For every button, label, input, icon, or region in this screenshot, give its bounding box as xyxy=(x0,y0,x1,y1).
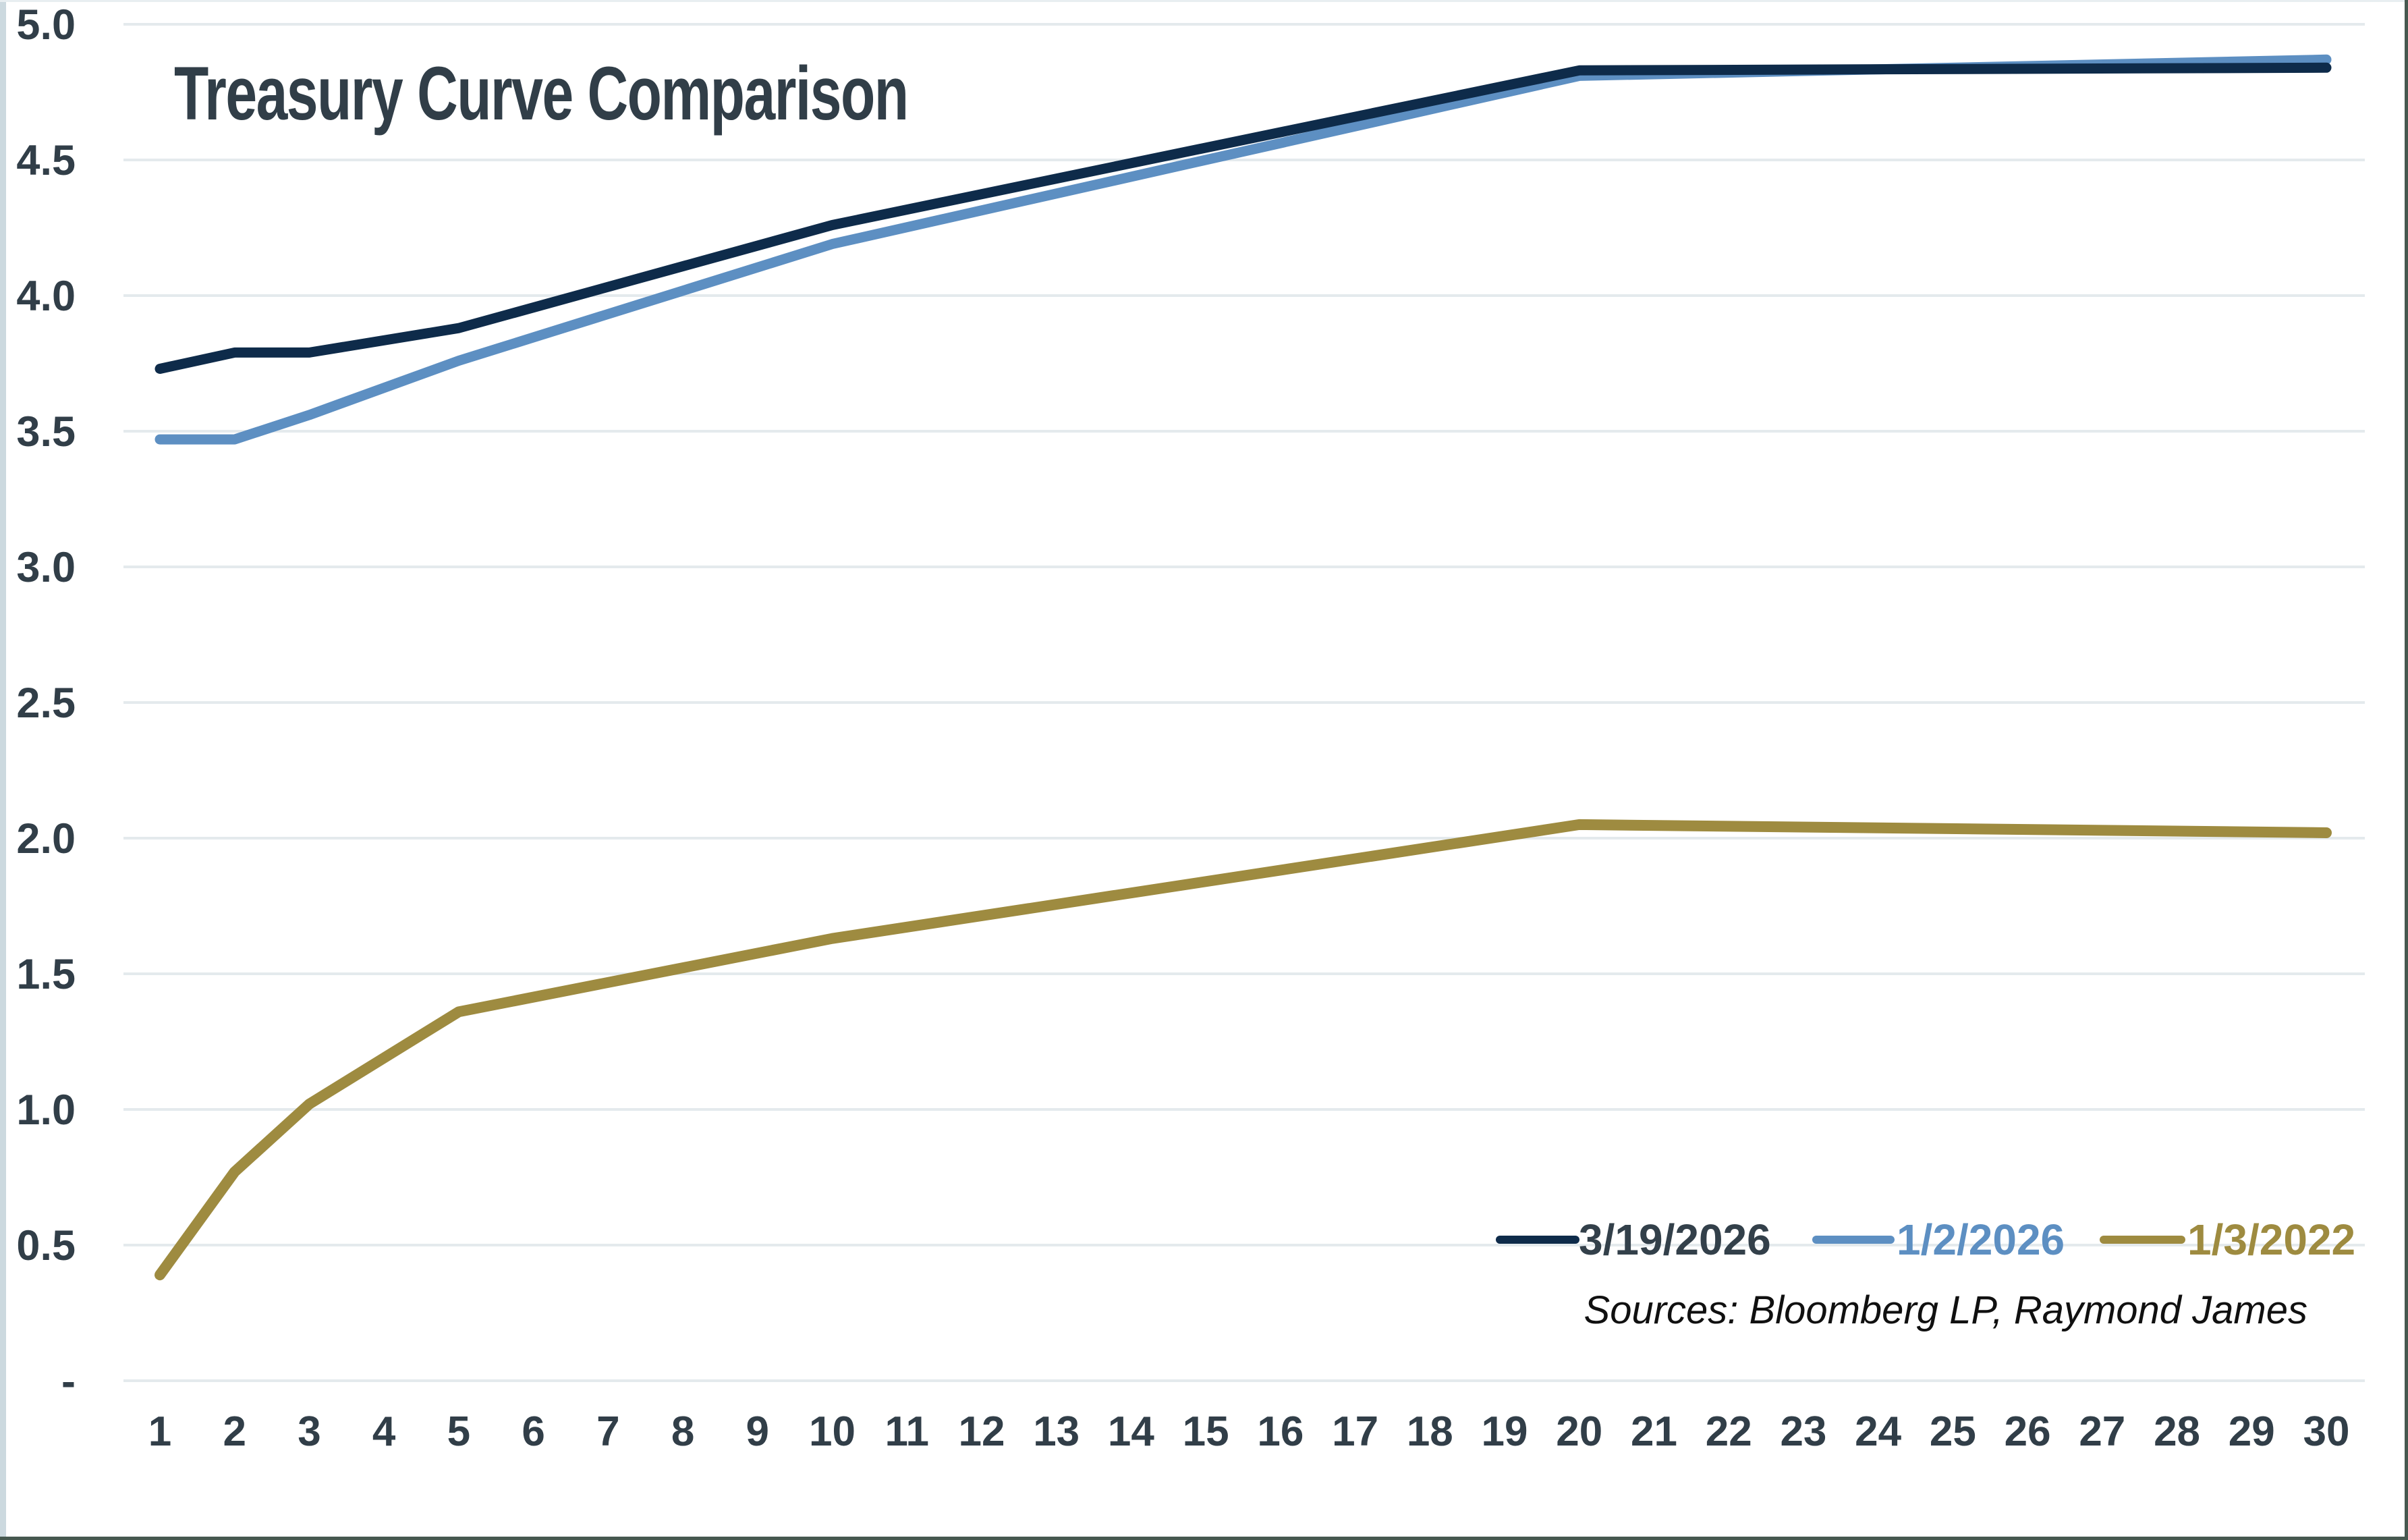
source-note: Sources: Bloomberg LP, Raymond James xyxy=(1584,1288,2307,1332)
y-tick-label-1.0: 1.0 xyxy=(16,1087,76,1134)
y-tick-label-2.0: 2.0 xyxy=(16,815,76,862)
x-tick-label-10: 10 xyxy=(809,1408,856,1455)
x-tick-label-20: 20 xyxy=(1556,1408,1602,1455)
x-tick-label-6: 6 xyxy=(522,1408,544,1455)
legend-label-1-3-2022: 1/3/2022 xyxy=(2187,1215,2355,1264)
x-tick-label-13: 13 xyxy=(1033,1408,1080,1455)
chart-legend: 3/19/2026 1/2/2026 1/3/2022 xyxy=(1496,1215,2355,1264)
x-tick-label-26: 26 xyxy=(2005,1408,2051,1455)
series-lines xyxy=(155,54,2332,1281)
x-tick-label-3: 3 xyxy=(298,1408,320,1455)
x-axis-tick-labels: 1 2 3 4 5 6 7 8 9 10 11 12 13 14 15 16 17 18 19 20 21 22 23 24 2… xyxy=(148,1408,2350,1455)
x-tick-label-12: 12 xyxy=(958,1408,1005,1455)
series-line-1-3-2022 xyxy=(155,819,2332,1281)
x-tick-label-22: 22 xyxy=(1706,1408,1752,1455)
window-border-right xyxy=(2405,0,2408,1540)
y-tick-label-1.5: 1.5 xyxy=(16,951,76,998)
y-tick-label--: - xyxy=(61,1358,76,1405)
y-tick-label-2.5: 2.5 xyxy=(16,680,76,727)
series-line-1-2-2026 xyxy=(155,54,2332,445)
x-tick-label-4: 4 xyxy=(372,1408,396,1455)
x-tick-label-7: 7 xyxy=(596,1408,619,1455)
window-border-top xyxy=(0,0,2408,2)
x-tick-label-21: 21 xyxy=(1631,1408,1677,1455)
x-tick-label-25: 25 xyxy=(1930,1408,1976,1455)
x-tick-label-24: 24 xyxy=(1855,1408,1901,1455)
window-border-bottom xyxy=(0,1537,2408,1540)
x-tick-label-18: 18 xyxy=(1407,1408,1453,1455)
x-tick-label-28: 28 xyxy=(2154,1408,2200,1455)
x-tick-label-1: 1 xyxy=(148,1408,171,1455)
x-tick-label-14: 14 xyxy=(1108,1408,1154,1455)
window-border-left xyxy=(0,0,6,1540)
x-tick-label-30: 30 xyxy=(2303,1408,2350,1455)
x-tick-label-19: 19 xyxy=(1482,1408,1528,1455)
y-tick-label-3.5: 3.5 xyxy=(16,408,76,456)
x-tick-label-9: 9 xyxy=(746,1408,769,1455)
legend-label-3-19-2026: 3/19/2026 xyxy=(1579,1215,1771,1264)
series-line-3-19-2026 xyxy=(155,62,2332,374)
x-tick-label-27: 27 xyxy=(2079,1408,2125,1455)
y-tick-label-4.0: 4.0 xyxy=(16,273,76,320)
x-tick-label-8: 8 xyxy=(671,1408,694,1455)
x-tick-label-11: 11 xyxy=(885,1408,929,1455)
x-tick-label-15: 15 xyxy=(1183,1408,1229,1455)
x-tick-label-17: 17 xyxy=(1332,1408,1378,1455)
legend-label-1-2-2026: 1/2/2026 xyxy=(1897,1215,2065,1264)
y-tick-label-5.0: 5.0 xyxy=(16,1,76,49)
x-tick-label-5: 5 xyxy=(447,1408,470,1455)
y-axis-tick-labels: 5.0 4.5 4.0 3.5 3.0 2.5 2.0 1.5 1.0 0.5 - xyxy=(16,1,76,1405)
horizontal-gridlines xyxy=(123,23,2365,1382)
y-tick-label-3.0: 3.0 xyxy=(16,544,76,591)
chart-title: Treasury Curve Comparison xyxy=(174,51,909,136)
x-tick-label-16: 16 xyxy=(1257,1408,1304,1455)
x-tick-label-29: 29 xyxy=(2229,1408,2275,1455)
x-tick-label-2: 2 xyxy=(223,1408,246,1455)
x-tick-label-23: 23 xyxy=(1780,1408,1826,1455)
y-tick-label-0.5: 0.5 xyxy=(16,1222,76,1269)
y-tick-label-4.5: 4.5 xyxy=(16,137,76,184)
